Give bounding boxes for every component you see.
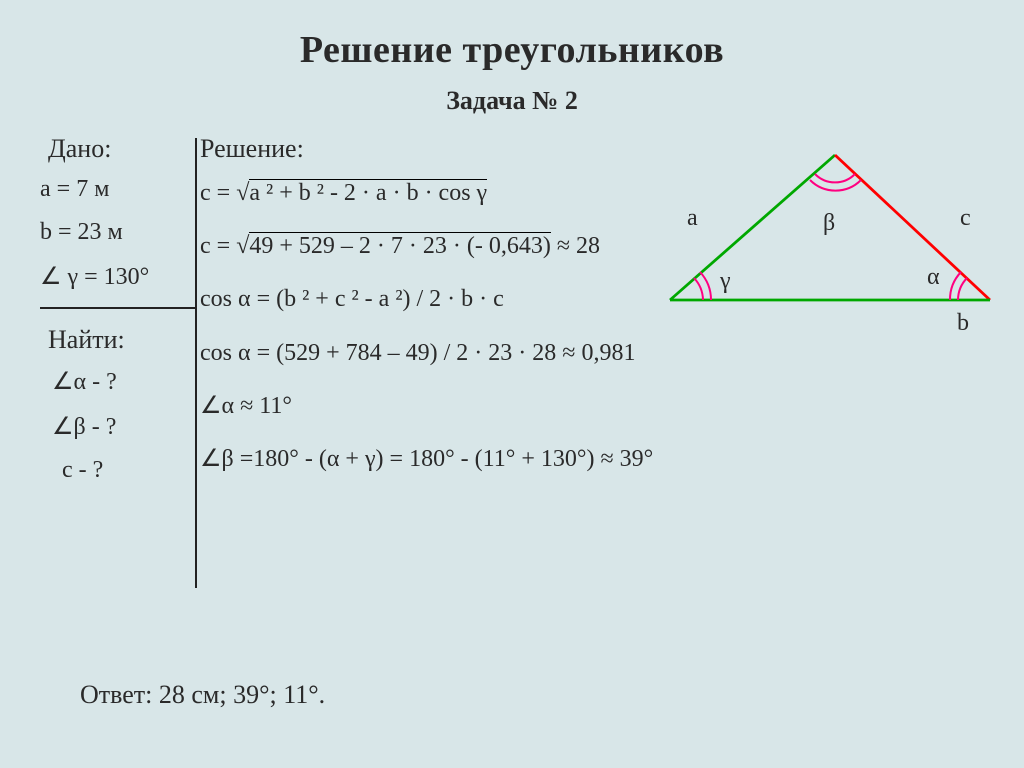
vertical-divider [195, 138, 197, 588]
find-line: ∠α - ? [52, 367, 195, 396]
radicand: а ² + b ² - 2 · a · b · cos γ [249, 180, 487, 206]
equation-line: cos α = (529 + 784 – 49) / 2 · 23 · 28 ≈… [200, 338, 670, 369]
label-alpha: α [927, 264, 940, 291]
equation-line: ∠α ≈ 11° [200, 391, 670, 422]
find-header: Найти: [48, 325, 195, 355]
find-line: с - ? [62, 457, 195, 484]
label-b: b [957, 310, 969, 337]
equation-line: cos α = (b ² + c ² - a ²) / 2 · b · c [200, 284, 670, 315]
eq-tail: ≈ 28 [551, 233, 600, 259]
divider-rule [40, 307, 195, 309]
label-beta: β [823, 210, 835, 237]
angle-beta-arc [815, 174, 855, 182]
angle-alpha-arc-2 [950, 272, 961, 300]
equation-line: ∠β =180° - (α + γ) = 180° - (11° + 130°)… [200, 444, 670, 475]
radical-bar [249, 179, 487, 180]
given-line: ∠ γ = 130° [40, 262, 195, 291]
problem-number: Задача № 2 [0, 86, 1024, 116]
answer-line: Ответ: 28 см; 39°; 11°. [80, 680, 325, 710]
given-line: a = 7 м [40, 176, 195, 203]
equation-line: с = √а ² + b ² - 2 · a · b · cos γ [200, 178, 670, 209]
label-a: a [687, 205, 698, 232]
triangle-svg [665, 150, 1005, 340]
angle-gamma-arc-2 [700, 272, 711, 300]
radical: √а ² + b ² - 2 · a · b · cos γ [236, 178, 487, 209]
radicand: 49 + 529 – 2 · 7 · 23 · (- 0,643) [249, 233, 551, 259]
angle-alpha-arc [958, 278, 967, 300]
label-gamma: γ [720, 268, 731, 295]
label-c: c [960, 205, 971, 232]
triangle-diagram: a c b α β γ [665, 150, 1005, 340]
radical-bar [249, 232, 550, 233]
eq-lhs: с = [200, 180, 236, 206]
given-header: Дано: [48, 134, 195, 164]
eq-lhs: с = [200, 233, 236, 259]
given-find-column: Дано: a = 7 м b = 23 м ∠ γ = 130° Найти:… [40, 134, 195, 500]
given-line: b = 23 м [40, 219, 195, 246]
page-title: Решение треугольников [0, 0, 1024, 72]
find-line: ∠β - ? [52, 412, 195, 441]
solution-header: Решение: [200, 134, 670, 164]
solution-column: Решение: с = √а ² + b ² - 2 · a · b · co… [200, 134, 670, 497]
angle-gamma-arc [694, 278, 703, 300]
equation-line: с = √49 + 529 – 2 · 7 · 23 · (- 0,643) ≈… [200, 231, 670, 262]
radical: √49 + 529 – 2 · 7 · 23 · (- 0,643) [236, 231, 551, 262]
